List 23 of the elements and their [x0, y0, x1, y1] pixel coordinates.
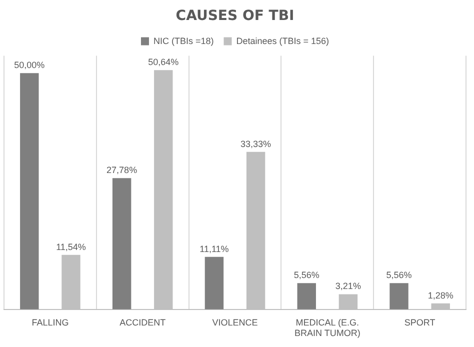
x-tick-label: FALLING — [32, 317, 69, 328]
bar — [204, 256, 224, 310]
data-label: 11,11% — [200, 244, 229, 254]
data-label: 5,56% — [294, 270, 320, 280]
legend-label: Detainees (TBIs = 156) — [236, 36, 330, 46]
bar — [112, 178, 132, 310]
bar — [20, 73, 39, 310]
data-label: 11,54% — [56, 242, 86, 252]
data-label: 1,28% — [428, 290, 454, 300]
data-label: 33,33% — [240, 138, 272, 149]
x-tick-label: VIOLENCE — [212, 317, 258, 328]
bar — [297, 283, 316, 310]
data-label: 50,64% — [148, 57, 179, 68]
bar — [390, 283, 408, 310]
data-label: 50,00% — [14, 60, 45, 70]
x-tick-label: MEDICAL (E.G. BRAIN TUMOR) — [294, 317, 360, 338]
chart-title: CAUSES OF TBI — [176, 8, 294, 24]
data-label: 27,78% — [106, 165, 138, 176]
legend-label: NIC (TBIs =18) — [153, 36, 214, 46]
data-label: 5,56% — [386, 270, 412, 280]
data-label: 3,21% — [335, 281, 361, 292]
x-tick-label: ACCIDENT — [120, 317, 166, 328]
x-tick-label: SPORT — [404, 317, 436, 328]
